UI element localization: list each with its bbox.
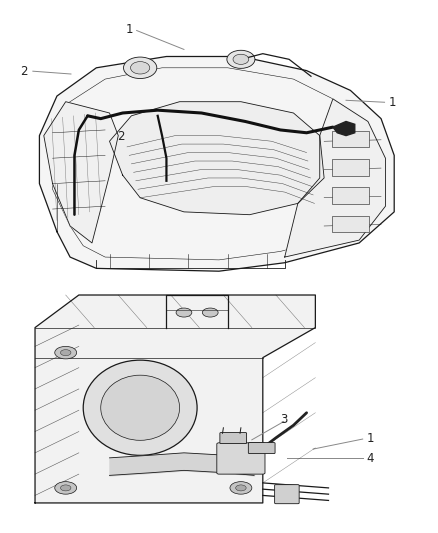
FancyBboxPatch shape	[332, 159, 369, 176]
FancyBboxPatch shape	[217, 443, 265, 474]
Text: 3: 3	[280, 413, 287, 425]
Ellipse shape	[101, 375, 180, 440]
Text: 1: 1	[125, 23, 133, 36]
Polygon shape	[333, 122, 355, 135]
Circle shape	[230, 482, 252, 494]
Text: 2: 2	[117, 130, 124, 143]
Polygon shape	[285, 99, 385, 257]
FancyBboxPatch shape	[332, 215, 369, 232]
Text: 1: 1	[366, 432, 374, 445]
Ellipse shape	[83, 360, 197, 455]
Text: 1: 1	[388, 96, 396, 109]
Circle shape	[236, 485, 246, 491]
Circle shape	[60, 350, 71, 356]
Polygon shape	[110, 102, 324, 215]
Circle shape	[124, 57, 157, 78]
Circle shape	[227, 50, 255, 68]
Circle shape	[176, 308, 192, 317]
Circle shape	[55, 346, 77, 359]
Text: 4: 4	[366, 452, 374, 465]
Circle shape	[60, 485, 71, 491]
FancyBboxPatch shape	[248, 442, 275, 454]
FancyBboxPatch shape	[332, 187, 369, 204]
Polygon shape	[39, 56, 394, 271]
Circle shape	[131, 62, 150, 74]
Polygon shape	[35, 295, 315, 503]
FancyBboxPatch shape	[332, 131, 369, 148]
Circle shape	[202, 308, 218, 317]
Circle shape	[233, 54, 249, 64]
Polygon shape	[44, 102, 118, 243]
FancyBboxPatch shape	[275, 484, 299, 504]
Circle shape	[55, 482, 77, 494]
Text: 2: 2	[20, 64, 28, 78]
FancyBboxPatch shape	[220, 433, 247, 443]
